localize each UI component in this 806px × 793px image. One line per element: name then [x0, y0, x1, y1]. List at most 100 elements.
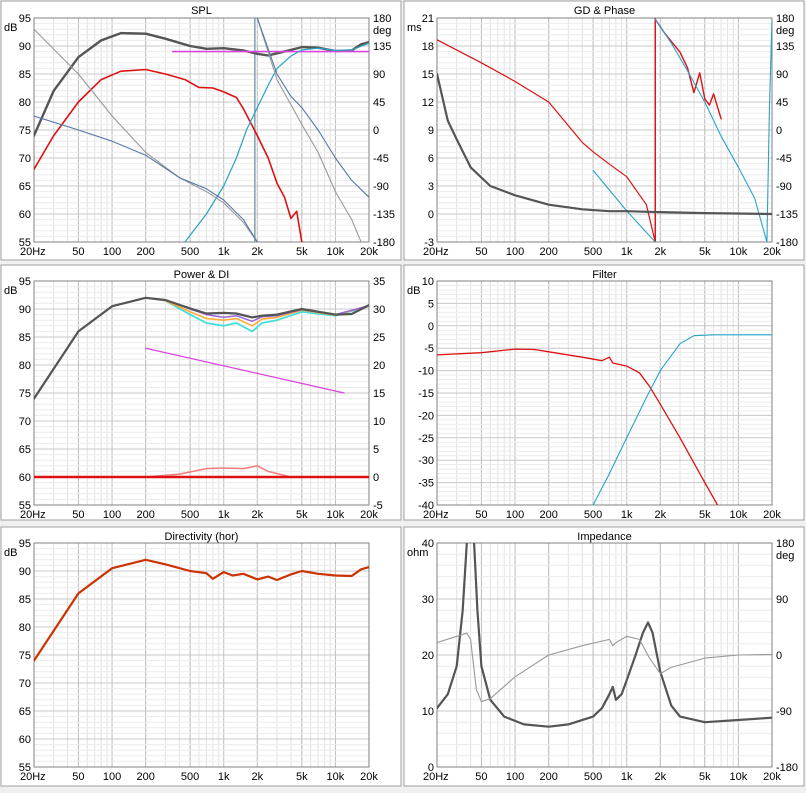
x-tick-label: 10k — [327, 771, 345, 783]
x-tick-label: 1k — [621, 246, 633, 258]
series-group — [437, 18, 772, 242]
y-left-tick-label: 60 — [19, 734, 31, 746]
y-right-tick-label: 25 — [373, 332, 385, 344]
series-line-3 — [184, 42, 369, 242]
y-right-tick-label: 30 — [373, 304, 385, 316]
series-line-3 — [34, 296, 369, 400]
series-line-1 — [473, 543, 772, 728]
y-left-unit: dB — [407, 285, 420, 297]
y-right-tick-label: 180 — [373, 13, 391, 25]
x-tick-label: 5k — [296, 771, 308, 783]
y-right-tick-label: 15 — [373, 388, 385, 400]
y-right-tick-label: -180 — [373, 237, 395, 249]
y-right-tick-label: 5 — [373, 444, 379, 456]
y-left-tick-label: 80 — [19, 622, 31, 634]
x-tick-label: 10k — [327, 246, 345, 258]
y-left-tick-label: 65 — [19, 706, 31, 718]
x-tick-label: 500 — [181, 509, 199, 521]
series-line-5 — [437, 72, 772, 216]
y-right-tick-label: 180 — [776, 538, 794, 550]
x-tick-label: 100 — [506, 771, 524, 783]
y-left-tick-label: 55 — [19, 762, 31, 774]
x-tick-label: 100 — [103, 246, 121, 258]
series-line-0 — [437, 543, 468, 710]
y-left-tick-label: 40 — [422, 538, 434, 550]
x-tick-label: 10k — [327, 509, 345, 521]
x-tick-label: 20k — [360, 509, 378, 521]
chart-title: Filter — [592, 269, 617, 281]
x-tick-label: 2k — [655, 246, 667, 258]
x-tick-label: 200 — [539, 509, 557, 521]
x-tick-label: 500 — [584, 509, 602, 521]
y-left-tick-label: 75 — [19, 650, 31, 662]
plot-area — [33, 280, 370, 506]
series-line-1 — [34, 68, 303, 242]
y-left-tick-label: 0 — [428, 321, 434, 333]
x-tick-label: 500 — [181, 246, 199, 258]
plot-area — [33, 17, 370, 243]
x-tick-label: 200 — [136, 509, 154, 521]
series-line-0 — [437, 39, 656, 242]
y-left-tick-label: -20 — [418, 410, 434, 422]
y-right-tick-label: -5 — [373, 500, 383, 512]
chart-gd: GD & Phase 20Hz 50 100 200 500 1k 2k 5k 10k 20k 21 1… — [403, 0, 805, 261]
y-left-tick-label: 5 — [428, 298, 434, 310]
grid — [33, 542, 370, 768]
series-line-4 — [145, 347, 345, 394]
y-left-tick-label: 95 — [19, 276, 31, 288]
chart-spl: SPL 20Hz 50 100 200 500 1k 2k 5k 10k 20k 95 90 85 80 75… — [0, 0, 402, 261]
y-left-tick-label: 90 — [19, 304, 31, 316]
y-left-tick-label: 0 — [428, 209, 434, 221]
y-left-tick-label: 80 — [19, 97, 31, 109]
y-left-tick-label: 95 — [19, 538, 31, 550]
y-left-tick-label: 65 — [19, 181, 31, 193]
x-tick-label: 100 — [103, 509, 121, 521]
y-left-unit: ohm — [407, 547, 428, 559]
series-line-1 — [592, 334, 772, 505]
x-tick-label: 100 — [103, 771, 121, 783]
y-right-tick-label: 20 — [373, 360, 385, 372]
x-tick-label: 20k — [763, 246, 781, 258]
chart-title: SPL — [191, 5, 212, 17]
y-left-tick-label: 0 — [428, 762, 434, 774]
series-line-5 — [34, 115, 258, 242]
y-left-tick-label: 10 — [422, 276, 434, 288]
x-tick-label: 10k — [730, 509, 748, 521]
x-tick-label: 2k — [655, 771, 667, 783]
x-tick-label: 20k — [360, 246, 378, 258]
series-group — [437, 334, 772, 505]
x-tick-label: 50 — [475, 509, 487, 521]
y-right-unit: deg — [776, 25, 794, 37]
x-tick-label: 50 — [72, 771, 84, 783]
x-tick-label: 20Hz — [423, 509, 449, 521]
series-line-3 — [654, 18, 768, 242]
y-left-tick-label: -3 — [424, 237, 434, 249]
chart-title: Impedance — [577, 531, 631, 543]
y-right-tick-label: -90 — [776, 181, 792, 193]
y-left-tick-label: 90 — [19, 566, 31, 578]
series-line-1 — [654, 18, 722, 120]
x-tick-label: 50 — [475, 246, 487, 258]
y-right-tick-label: 0 — [776, 650, 782, 662]
y-left-tick-label: -25 — [418, 433, 434, 445]
y-left-tick-label: 10 — [422, 706, 434, 718]
y-left-unit: dB — [4, 22, 17, 34]
x-tick-label: 20k — [763, 771, 781, 783]
x-tick-label: 100 — [506, 509, 524, 521]
grid — [436, 17, 773, 243]
y-left-tick-label: 85 — [19, 332, 31, 344]
x-tick-label: 1k — [621, 771, 633, 783]
x-tick-label: 20k — [763, 509, 781, 521]
y-left-tick-label: 3 — [428, 181, 434, 193]
series-line-0 — [34, 558, 369, 662]
x-tick-label: 10k — [730, 771, 748, 783]
series-group — [34, 296, 369, 479]
x-tick-label: 1k — [218, 509, 230, 521]
y-left-tick-label: 95 — [19, 13, 31, 25]
y-right-tick-label: 135 — [373, 41, 391, 53]
x-tick-label: 500 — [584, 771, 602, 783]
series-line-4 — [766, 18, 772, 242]
chart-title: Power & DI — [174, 269, 230, 281]
